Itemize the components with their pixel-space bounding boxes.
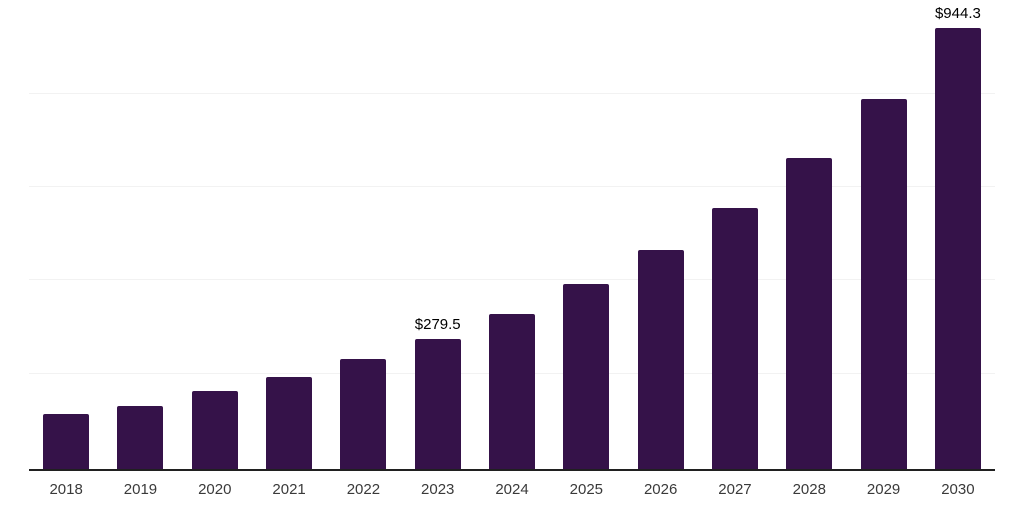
bar-slot-2028 xyxy=(772,0,846,469)
x-tick-2026: 2026 xyxy=(643,481,678,498)
bar-slot-2022 xyxy=(326,0,400,469)
x-tick-2029: 2029 xyxy=(866,481,901,498)
x-tick-2019: 2019 xyxy=(123,481,158,498)
x-tick-2023: 2023 xyxy=(421,481,455,498)
bar-slot-2030: $944.3 xyxy=(921,0,995,469)
gridline-400 xyxy=(29,279,995,281)
x-tick-2025: 2025 xyxy=(569,481,604,498)
bar-2021 xyxy=(266,376,313,469)
x-tick-2028: 2028 xyxy=(792,481,826,498)
bar-2028 xyxy=(786,157,833,469)
bar-slot-2023: $279.5 xyxy=(401,0,475,469)
bar-2027 xyxy=(711,207,758,469)
x-tick-2020: 2020 xyxy=(198,481,232,498)
bar-2019 xyxy=(117,405,164,469)
bar-2029 xyxy=(860,99,907,469)
bar-2030 xyxy=(934,28,981,469)
value-label-2030: $944.3 xyxy=(934,5,981,23)
bar-slot-2024 xyxy=(475,0,549,469)
bar-2023 xyxy=(414,338,461,469)
bar-slot-2019 xyxy=(103,0,177,469)
gridline-600 xyxy=(29,186,995,187)
bar-slot-2025 xyxy=(549,0,623,469)
bar-2026 xyxy=(637,250,684,469)
bar-slot-2027 xyxy=(698,0,772,469)
bar-slot-2029 xyxy=(846,0,920,469)
bar-2022 xyxy=(340,359,387,469)
bar-slot-2020 xyxy=(178,0,252,469)
x-tick-2030: 2030 xyxy=(941,481,975,498)
x-tick-2018: 2018 xyxy=(49,481,83,498)
value-label-2023: $279.5 xyxy=(414,315,461,333)
bar-2025 xyxy=(563,284,610,469)
plot-area: $279.5 $944.3 xyxy=(29,0,995,471)
bar-slot-2021 xyxy=(252,0,326,469)
x-tick-2024: 2024 xyxy=(495,481,529,498)
bars-container: $279.5 $944.3 xyxy=(29,0,995,469)
x-tick-2022: 2022 xyxy=(346,481,381,498)
bar-2020 xyxy=(191,391,238,469)
bar-2018 xyxy=(43,413,90,469)
bar-slot-2026 xyxy=(624,0,698,469)
x-tick-2021: 2021 xyxy=(272,481,306,498)
gridline-800 xyxy=(29,92,995,94)
x-tick-2027: 2027 xyxy=(718,481,752,498)
bar-slot-2018 xyxy=(29,0,103,469)
bar-2024 xyxy=(489,313,536,469)
x-axis-labels: 2018 2019 2020 2021 2022 2023 2024 2025 2026 2027… xyxy=(29,479,995,501)
